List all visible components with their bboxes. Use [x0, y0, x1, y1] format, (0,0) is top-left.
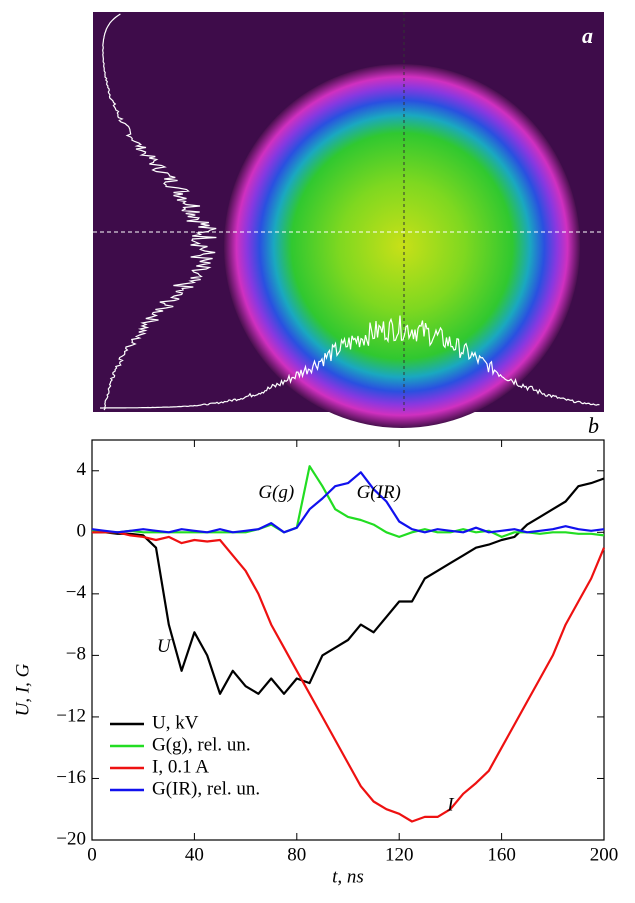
y-tick-label: −4: [66, 582, 87, 603]
y-tick-label: 0: [77, 521, 87, 542]
x-tick-label: 80: [287, 844, 306, 865]
panel-label: b: [588, 413, 599, 438]
legend-label: U, kV: [152, 712, 199, 733]
series-line: [91, 471, 605, 534]
x-tick-label: 40: [185, 844, 204, 865]
x-tick-label: 0: [87, 844, 97, 865]
x-tick-label: 200: [590, 844, 619, 865]
x-tick-label: 120: [385, 844, 414, 865]
y-tick-label: −12: [56, 705, 86, 726]
beam-spot: [224, 64, 580, 428]
panel-a: a: [93, 12, 604, 428]
x-axis-label: t, ns: [332, 866, 364, 887]
intensity-profile: [102, 13, 217, 411]
y-axis-label: U, I, G: [12, 663, 33, 716]
legend-label: G(IR), rel. un.: [152, 778, 260, 799]
panel-b: 0 40 80 120 160 200 −20 −16 −12 −8 −4 0 4 t, ns U, I, …: [12, 413, 618, 887]
panel-label: a: [582, 23, 593, 48]
intensity-profile: [100, 315, 600, 409]
annotation: I: [446, 795, 455, 816]
x-tick-label: 160: [487, 844, 516, 865]
annotation: G(IR): [357, 482, 401, 503]
legend-label: I, 0.1 A: [152, 756, 209, 777]
y-tick-label: 4: [77, 459, 87, 480]
series-line: [92, 477, 605, 695]
legend-label: G(g), rel. un.: [152, 734, 251, 755]
y-tick-label: −20: [56, 828, 86, 849]
series-line: [92, 531, 606, 823]
y-tick-label: −8: [66, 644, 86, 665]
y-tick-label: −16: [56, 767, 86, 788]
plot-frame: [91, 439, 605, 841]
series-line: [91, 465, 605, 538]
annotation: U: [157, 636, 172, 657]
annotation: G(g): [258, 482, 294, 503]
